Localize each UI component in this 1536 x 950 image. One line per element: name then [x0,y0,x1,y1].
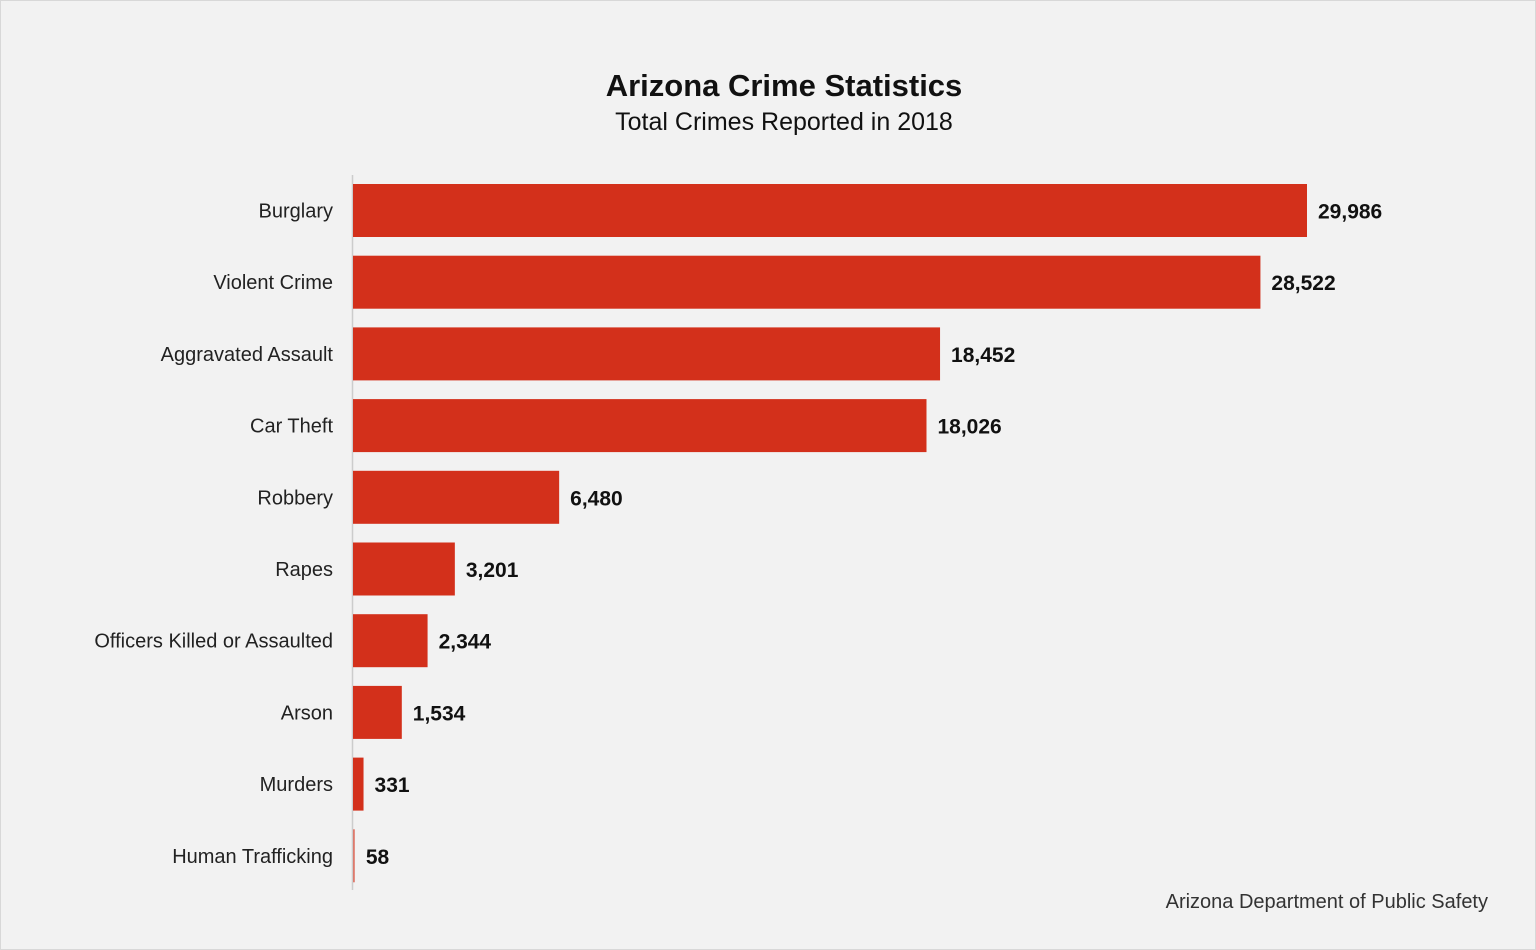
value-label: 3,201 [466,559,519,582]
value-label: 6,480 [570,487,623,510]
bar [353,685,402,739]
value-label: 29,986 [1318,201,1382,224]
value-label: 28,522 [1271,272,1335,295]
bar [353,542,455,596]
value-label: 18,452 [951,344,1015,367]
category-label: Murders [260,774,333,796]
bar [353,614,428,668]
category-label: Burglary [259,201,333,223]
chart-source: Arizona Department of Public Safety [1165,891,1488,913]
chart-title: Arizona Crime Statistics [605,68,963,103]
bar [353,184,1307,237]
value-label: 18,026 [937,416,1001,439]
bar [353,829,355,883]
value-label: 2,344 [439,631,492,654]
category-label: Rapes [275,559,333,581]
category-label: Robbery [257,487,333,509]
category-label: Officers Killed or Assaulted [94,631,333,653]
bar [353,470,560,524]
value-label: 331 [375,774,410,797]
bar [353,757,364,811]
bar [353,327,941,381]
category-label: Car Theft [250,416,333,438]
category-label: Arson [281,702,333,724]
bar [353,399,927,453]
category-label: Violent Crime [213,272,333,294]
value-label: 58 [366,846,390,869]
chart-subtitle: Total Crimes Reported in 2018 [615,108,953,136]
bar [353,255,1261,309]
value-label: 1,534 [413,702,466,725]
category-label: Aggravated Assault [161,344,334,366]
category-label: Human Trafficking [172,846,333,868]
